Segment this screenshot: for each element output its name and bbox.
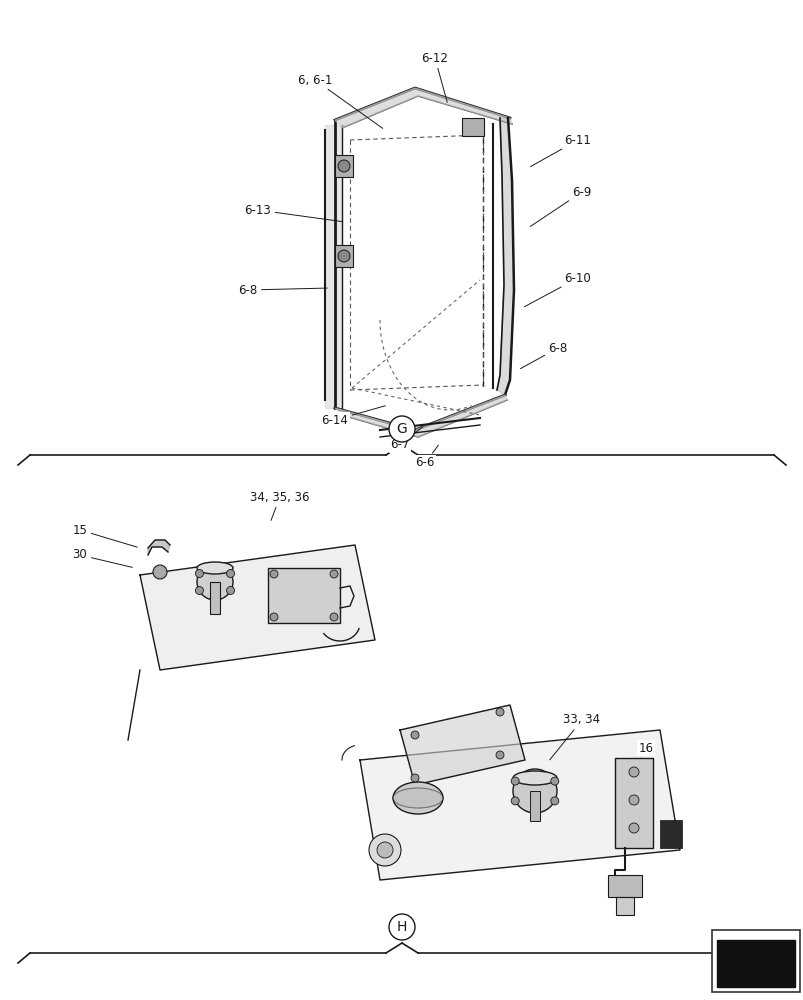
Circle shape — [511, 777, 519, 785]
Circle shape — [512, 769, 556, 813]
Circle shape — [337, 160, 349, 172]
Polygon shape — [496, 118, 513, 395]
Circle shape — [195, 570, 203, 578]
Circle shape — [197, 564, 233, 600]
FancyBboxPatch shape — [335, 155, 353, 177]
FancyBboxPatch shape — [267, 568, 340, 623]
Circle shape — [369, 834, 401, 866]
Ellipse shape — [393, 788, 442, 808]
Circle shape — [495, 751, 503, 759]
Circle shape — [389, 416, 414, 442]
Polygon shape — [335, 88, 512, 128]
Text: H: H — [397, 920, 406, 934]
Circle shape — [511, 797, 519, 805]
Circle shape — [153, 565, 167, 579]
Circle shape — [389, 914, 414, 940]
Text: 6-11: 6-11 — [530, 134, 591, 167]
Circle shape — [550, 797, 558, 805]
Circle shape — [226, 570, 234, 578]
Polygon shape — [335, 395, 507, 437]
Text: 33, 34: 33, 34 — [549, 714, 600, 760]
Text: 30: 30 — [72, 548, 132, 567]
Ellipse shape — [197, 562, 233, 574]
Text: 6-9: 6-9 — [530, 186, 591, 226]
FancyBboxPatch shape — [529, 791, 540, 821]
Circle shape — [195, 586, 203, 594]
Text: 6-8: 6-8 — [520, 342, 567, 369]
Polygon shape — [716, 940, 794, 987]
FancyBboxPatch shape — [711, 930, 799, 992]
Circle shape — [550, 777, 558, 785]
Circle shape — [329, 570, 337, 578]
Text: 15: 15 — [72, 524, 137, 547]
Text: 6-12: 6-12 — [421, 52, 448, 102]
Ellipse shape — [393, 782, 442, 814]
FancyBboxPatch shape — [335, 245, 353, 267]
Text: 6-14: 6-14 — [321, 406, 385, 426]
Circle shape — [226, 586, 234, 594]
Polygon shape — [148, 540, 169, 555]
Text: 16: 16 — [618, 742, 653, 798]
FancyBboxPatch shape — [659, 820, 681, 848]
Ellipse shape — [512, 771, 556, 785]
Circle shape — [410, 774, 418, 782]
Text: 6-7: 6-7 — [389, 427, 422, 452]
Circle shape — [628, 795, 638, 805]
Text: 6-8: 6-8 — [238, 284, 327, 296]
Text: 6-10: 6-10 — [524, 271, 591, 307]
Text: G: G — [396, 422, 407, 436]
Text: 34, 35, 36: 34, 35, 36 — [250, 490, 309, 520]
Text: 6-6: 6-6 — [415, 445, 438, 470]
Circle shape — [270, 613, 278, 621]
Circle shape — [495, 708, 503, 716]
Text: 6-13: 6-13 — [244, 204, 342, 222]
FancyBboxPatch shape — [462, 118, 483, 136]
Circle shape — [337, 250, 349, 262]
Polygon shape — [400, 705, 524, 785]
Circle shape — [628, 767, 638, 777]
Polygon shape — [360, 730, 679, 880]
FancyBboxPatch shape — [607, 875, 642, 897]
Polygon shape — [140, 545, 374, 670]
Circle shape — [329, 613, 337, 621]
FancyBboxPatch shape — [615, 897, 634, 915]
Circle shape — [410, 731, 418, 739]
Text: 6, 6-1: 6, 6-1 — [297, 74, 382, 128]
Circle shape — [377, 842, 393, 858]
Circle shape — [270, 570, 278, 578]
FancyBboxPatch shape — [614, 758, 652, 848]
Circle shape — [628, 823, 638, 833]
FancyBboxPatch shape — [210, 582, 220, 614]
